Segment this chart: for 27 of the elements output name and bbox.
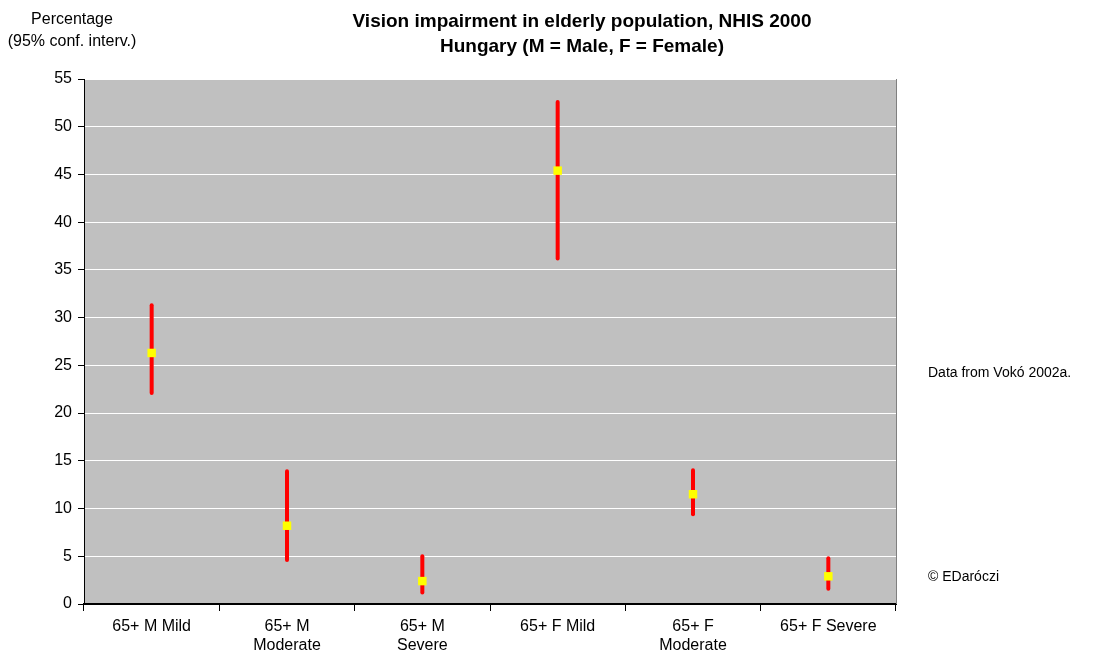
y-tick-label: 30 — [54, 308, 73, 326]
text: © EDaróczi — [928, 567, 999, 584]
y-tick-label: 10 — [54, 498, 73, 516]
point — [282, 521, 292, 530]
y-tick-label: 40 — [54, 212, 73, 230]
x-tick-label: 65+ F Moderate — [659, 617, 727, 654]
y-axis-title: Percentage (95% conf. interv.) — [7, 10, 137, 50]
chart-title: Vision impairment in elderly population, NHIS 2000 Hungary (M = Male, F = Female) — [352, 10, 812, 57]
y-tick-label: 35 — [54, 260, 73, 278]
y-tick-label: 5 — [63, 546, 73, 564]
y-tick-label: 20 — [54, 403, 73, 421]
x-tick-label: 65+ M Moderate — [253, 617, 321, 654]
point — [553, 166, 562, 175]
x-tick-label: 65+ M Mild — [112, 617, 192, 635]
point — [824, 572, 833, 581]
y-tick-label: 15 — [54, 451, 73, 469]
point — [418, 576, 427, 586]
x-tick-label: 65+ F Severe — [780, 617, 877, 635]
y-tick-label: 55 — [54, 69, 73, 87]
text: Data from Vokó 2002a. — [928, 363, 1072, 380]
point — [147, 348, 156, 358]
y-tick-label: 50 — [54, 117, 73, 135]
y-tick-label: 0 — [63, 594, 73, 612]
x-tick-label: 65+ M Severe — [396, 617, 448, 654]
y-tick-label: 25 — [54, 355, 73, 373]
x-tick-label: 65+ F Mild — [520, 617, 596, 635]
y-tick-label: 45 — [54, 164, 73, 182]
